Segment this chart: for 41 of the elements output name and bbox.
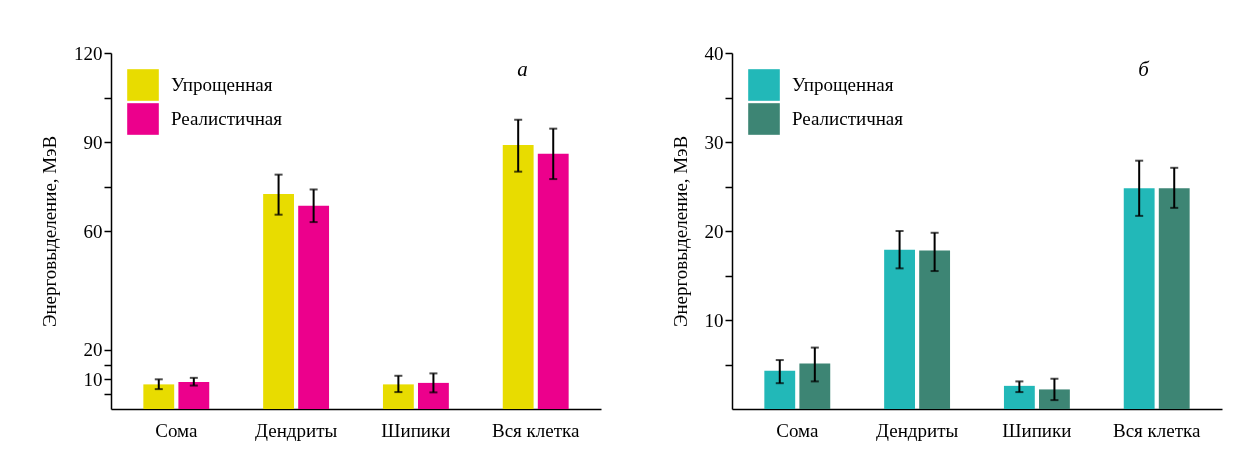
- y-tick-label: 40: [704, 42, 724, 64]
- bar: [537, 153, 569, 409]
- x-tick-label: Шипики: [1002, 419, 1072, 441]
- y-tick-label: 120: [74, 42, 103, 64]
- bar: [143, 384, 175, 409]
- bar: [502, 144, 534, 409]
- bar: [298, 205, 330, 409]
- y-tick-label: 10: [704, 309, 724, 331]
- legend-label: Упрощенная: [171, 74, 273, 95]
- x-tick-label: Шипики: [381, 419, 451, 441]
- x-tick-label: Вся клетка: [492, 419, 580, 441]
- x-tick-label: Сома: [155, 419, 198, 441]
- y-axis-title: Энерговыделение, МэВ: [669, 135, 691, 328]
- bar: [382, 384, 414, 409]
- y-tick-label: 20: [704, 220, 724, 242]
- x-tick-label: Дендриты: [876, 419, 959, 441]
- bar: [1158, 188, 1190, 409]
- bar: [1039, 389, 1070, 409]
- bar: [764, 370, 796, 409]
- bar: [884, 249, 915, 409]
- x-tick-label: Сома: [776, 419, 819, 441]
- annotation: а: [517, 57, 528, 81]
- bar: [1123, 188, 1155, 409]
- bar: [919, 250, 951, 409]
- bar: [799, 363, 831, 409]
- legend-label: Реалистичная: [171, 108, 283, 129]
- y-axis-title: Энерговыделение, МэВ: [39, 135, 60, 328]
- bar: [418, 382, 449, 409]
- x-tick-label: Дендриты: [255, 419, 338, 441]
- legend-label: Упрощенная: [792, 74, 894, 95]
- annotation: б: [1138, 57, 1151, 81]
- y-tick-label: 30: [704, 131, 724, 153]
- y-tick-label: 20: [83, 339, 103, 361]
- bar: [263, 193, 294, 409]
- y-tick-label: 60: [83, 220, 103, 242]
- bar: [178, 382, 210, 409]
- y-tick-label: 10: [83, 368, 103, 390]
- x-tick-label: Вся клетка: [1113, 419, 1201, 441]
- y-tick-label: 90: [83, 131, 103, 153]
- bar: [1003, 385, 1035, 409]
- legend-label: Реалистичная: [792, 108, 904, 129]
